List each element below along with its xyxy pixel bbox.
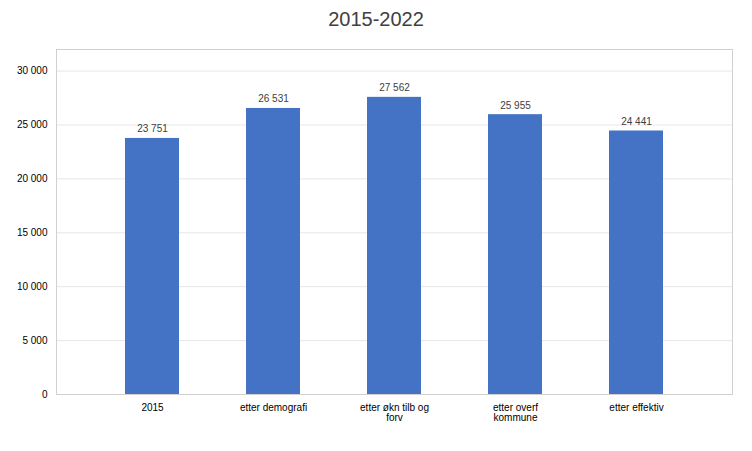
svg-text:etter effektiv: etter effektiv [609, 402, 663, 413]
svg-text:10 000: 10 000 [17, 281, 48, 292]
svg-text:26 531: 26 531 [258, 93, 289, 104]
svg-text:2015: 2015 [141, 402, 164, 413]
html-text:2015-2022: 2015-2022 [328, 8, 424, 30]
svg-text:23 751: 23 751 [137, 123, 168, 134]
svg-text:25 955: 25 955 [500, 100, 531, 111]
svg-text:27 562: 27 562 [379, 82, 410, 93]
svg-text:20 000: 20 000 [17, 173, 48, 184]
svg-text:15 000: 15 000 [17, 227, 48, 238]
svg-text:0: 0 [42, 389, 48, 400]
svg-text:5 000: 5 000 [22, 335, 47, 346]
svg-text:24 441: 24 441 [621, 116, 652, 127]
svg-text:etter demografi: etter demografi [240, 402, 307, 413]
svg-text:25 000: 25 000 [17, 119, 48, 130]
svg-text:30 000: 30 000 [17, 65, 48, 76]
svg-text:etter overfkommune: etter overfkommune [493, 402, 538, 423]
svg-text:etter økn tilb ogforv: etter økn tilb ogforv [360, 402, 429, 423]
